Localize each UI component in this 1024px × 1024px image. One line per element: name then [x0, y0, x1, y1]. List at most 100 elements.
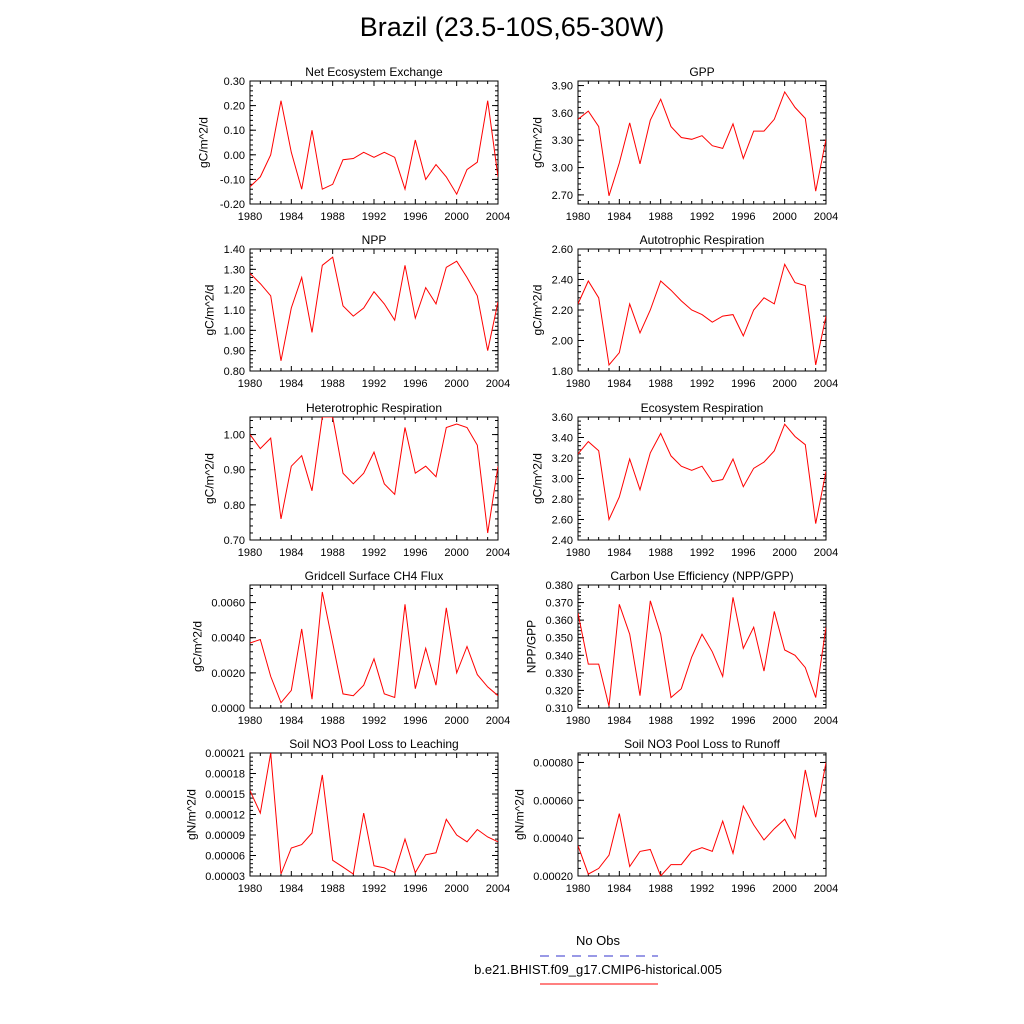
series-line	[578, 262, 826, 367]
y-tick-label: 1.20	[224, 285, 245, 297]
x-tick-label: 2000	[444, 378, 468, 390]
x-tick-label: 1992	[690, 715, 714, 727]
y-tick-label: 0.320	[545, 685, 573, 697]
y-tick-label: 2.80	[552, 494, 573, 506]
y-tick-label: -0.20	[220, 199, 245, 211]
y-tick-label: 1.00	[224, 325, 245, 337]
x-tick-label: 1980	[566, 883, 590, 895]
x-tick-label: 1996	[731, 883, 755, 895]
x-tick-label: 1988	[648, 378, 672, 390]
x-tick-label: 1984	[279, 715, 303, 727]
x-tick-label: 1988	[320, 715, 344, 727]
y-tick-label: 0.20	[224, 101, 245, 113]
chart-carbon-use-efficiency-npp-gpp: Carbon Use Efficiency (NPP/GPP) 1980 1984 1…	[525, 569, 839, 727]
x-tick-label: 1988	[320, 211, 344, 223]
y-tick-label: 0.0060	[211, 598, 245, 610]
plot-frame	[249, 584, 499, 709]
y-tick-label: 0.90	[224, 346, 245, 358]
series-line	[578, 423, 826, 524]
x-tick-label: 1980	[566, 547, 590, 559]
legend-model-label: b.e21.BHIST.f09_g17.CMIP6-historical.005	[474, 962, 722, 977]
x-tick-label: 1992	[362, 547, 386, 559]
chart-soil-no3-pool-loss-to-runoff: Soil NO3 Pool Loss to Runoff 1980 1984 1988…	[512, 737, 838, 895]
y-axis-label: gN/m^2/d	[512, 789, 526, 840]
x-tick-label: 2004	[814, 883, 838, 895]
chart-title: Carbon Use Efficiency (NPP/GPP)	[610, 569, 793, 583]
x-tick-label: 2000	[772, 378, 796, 390]
plot-frame	[577, 248, 827, 372]
y-tick-label: 2.00	[552, 336, 573, 348]
series-line	[250, 256, 498, 361]
y-tick-label: 1.10	[224, 305, 245, 317]
chart-title: GPP	[689, 65, 714, 79]
y-axis-label: gC/m^2/d	[203, 453, 217, 504]
y-tick-label: -0.10	[220, 174, 245, 186]
x-tick-label: 1992	[690, 883, 714, 895]
chart-gpp: GPP 1980 1984 1988 1992 1996 2000 2004 2.70 3.00 3…	[531, 65, 839, 223]
x-tick-label: 1992	[362, 883, 386, 895]
y-axis-label: gC/m^2/d	[531, 117, 545, 168]
chart-title: Soil NO3 Pool Loss to Runoff	[624, 737, 781, 751]
x-tick-label: 1980	[238, 715, 262, 727]
y-tick-label: 0.00020	[533, 871, 573, 883]
x-tick-label: 1992	[362, 211, 386, 223]
series-line	[250, 100, 498, 196]
y-tick-label: 0.00006	[205, 851, 245, 863]
x-tick-label: 1996	[403, 378, 427, 390]
chart-title: Ecosystem Respiration	[641, 401, 764, 415]
y-tick-label: 0.00080	[533, 757, 573, 769]
x-tick-label: 1988	[648, 547, 672, 559]
y-tick-label: 0.80	[224, 366, 245, 378]
y-axis-label: NPP/GPP	[525, 620, 539, 673]
y-axis-label: gC/m^2/d	[203, 285, 217, 336]
y-tick-label: 1.00	[224, 430, 245, 442]
chart-npp: NPP 1980 1984 1988 1992 1996 2000 2004 0.80 0.90 1…	[203, 233, 511, 390]
y-tick-label: 0.380	[545, 580, 573, 592]
y-axis-label: gC/m^2/d	[531, 285, 545, 336]
y-axis-label: gC/m^2/d	[190, 621, 204, 672]
y-tick-label: 0.0000	[211, 703, 245, 715]
x-tick-label: 2000	[444, 715, 468, 727]
chart-title: Heterotrophic Respiration	[306, 401, 442, 415]
x-tick-label: 1992	[690, 547, 714, 559]
y-tick-label: 0.00018	[205, 769, 245, 781]
series-line	[250, 591, 498, 704]
y-tick-label: 0.360	[545, 615, 573, 627]
x-tick-label: 2004	[814, 547, 838, 559]
x-tick-label: 1988	[648, 715, 672, 727]
y-tick-label: 3.40	[552, 433, 573, 445]
x-tick-label: 1984	[279, 883, 303, 895]
x-tick-label: 1992	[362, 715, 386, 727]
plot-frame	[577, 80, 827, 205]
x-tick-label: 2004	[486, 378, 510, 390]
y-tick-label: 0.00015	[205, 789, 245, 801]
x-tick-label: 2000	[772, 211, 796, 223]
x-tick-label: 2000	[772, 715, 796, 727]
x-tick-label: 1980	[566, 715, 590, 727]
y-tick-label: 0.370	[545, 598, 573, 610]
y-tick-label: 0.340	[545, 650, 573, 662]
y-tick-label: 0.00012	[205, 810, 245, 822]
x-tick-label: 1980	[238, 378, 262, 390]
y-tick-label: 1.80	[552, 366, 573, 378]
chart-title: NPP	[362, 233, 387, 247]
x-tick-label: 1992	[690, 378, 714, 390]
y-tick-label: 0.30	[224, 76, 245, 88]
x-tick-label: 2000	[444, 211, 468, 223]
x-tick-label: 1996	[731, 211, 755, 223]
y-tick-label: 0.350	[545, 633, 573, 645]
chart-title: Net Ecosystem Exchange	[305, 65, 443, 79]
x-tick-label: 1988	[648, 883, 672, 895]
x-tick-label: 1984	[607, 547, 631, 559]
y-tick-label: 3.20	[552, 453, 573, 465]
plot-frame	[577, 416, 827, 541]
figure-title: Brazil (23.5-10S,65-30W)	[359, 12, 665, 42]
x-tick-label: 1988	[648, 211, 672, 223]
x-tick-label: 2000	[772, 547, 796, 559]
y-tick-label: 0.00060	[533, 795, 573, 807]
legend-obs-label: No Obs	[575, 933, 621, 948]
chart-net-ecosystem-exchange: Net Ecosystem Exchange 1980 1984 1988 1992 19…	[197, 65, 511, 223]
x-tick-label: 2000	[444, 547, 468, 559]
y-tick-label: 2.60	[552, 515, 573, 527]
